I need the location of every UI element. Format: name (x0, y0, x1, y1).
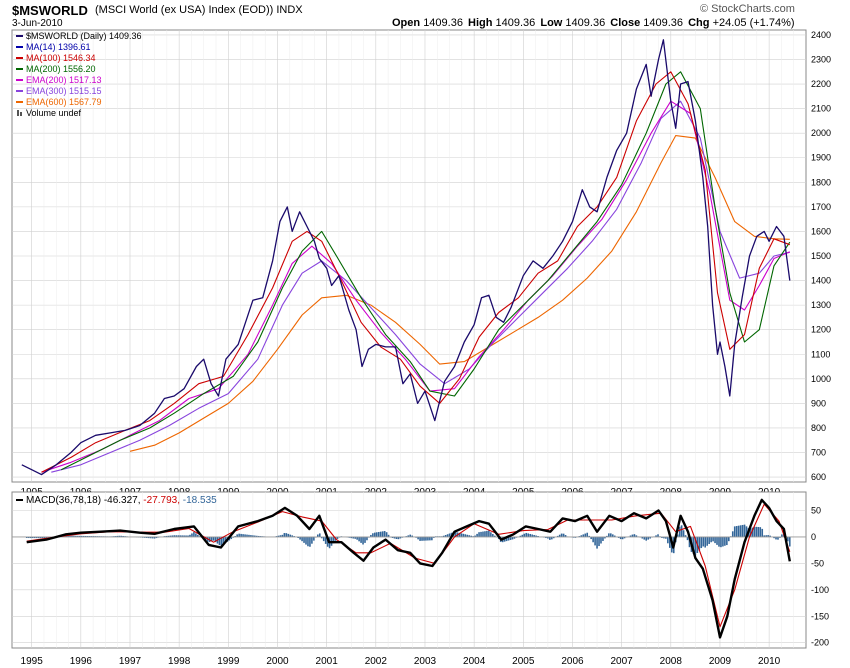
low-label: Low (540, 17, 563, 29)
legend-item-price: $MSWORLD (Daily) 1409.36 (26, 31, 142, 41)
legend-item-ema300: EMA(300) 1515.15 (26, 86, 102, 96)
y-tick-label: 50 (811, 506, 821, 516)
x-tick-label: 2001 (316, 656, 339, 667)
series-line-macd (26, 498, 791, 639)
volume-icon (17, 110, 19, 116)
y-tick-label: 1800 (811, 177, 831, 187)
ohlc-readout: Open 1409.36 High 1409.36 Low 1409.36 Cl… (392, 17, 797, 29)
y-tick-label: 0 (811, 532, 816, 542)
x-tick-label: 2000 (266, 656, 289, 667)
close-label: Close (610, 17, 641, 29)
series-line-ema200 (41, 100, 791, 473)
x-tick-label: 2003 (414, 656, 437, 667)
index-name: (MSCI World (ex USA) Index (EOD)) (95, 4, 274, 16)
y-tick-label: 1000 (811, 374, 831, 384)
y-tick-label: 1900 (811, 153, 831, 163)
chart-date: 3-Jun-2010 (12, 18, 63, 29)
y-tick-label: 800 (811, 423, 826, 433)
y-tick-label: 1600 (811, 226, 831, 236)
x-tick-label: 2009 (709, 656, 732, 667)
y-tick-label: 600 (811, 472, 826, 482)
y-tick-label: 900 (811, 398, 826, 408)
y-tick-label: -200 (811, 638, 829, 648)
y-tick-label: 1400 (811, 276, 831, 286)
high-value: 1409.36 (495, 17, 536, 29)
x-tick-label: 2004 (463, 656, 486, 667)
y-tick-label: 1700 (811, 202, 831, 212)
x-tick-label: 2008 (660, 656, 683, 667)
exchange-label: INDX (276, 4, 303, 16)
x-tick-label: 2006 (561, 656, 584, 667)
macd-panel: -200 -150 -100 -50 0 50 1995 1996 1997 1998 1999 20… (11, 491, 829, 667)
y-tick-label: 2400 (811, 30, 831, 40)
y-tick-label: 2000 (811, 128, 831, 138)
y-tick-label: -50 (811, 558, 824, 568)
y-tick-label: 700 (811, 448, 826, 458)
y-tick-label: 1300 (811, 300, 831, 310)
high-label: High (468, 17, 493, 29)
x-tick-label: 2002 (365, 656, 388, 667)
y-tick-label: 2200 (811, 79, 831, 89)
y-tick-label: -100 (811, 585, 829, 595)
x-tick-label: 2010 (758, 656, 781, 667)
macd-legend: MACD(36,78,18) -46.327, -27.793, -18.535 (16, 495, 217, 506)
x-tick-label: 1998 (168, 656, 191, 667)
series-line-ma200 (60, 71, 791, 471)
price-panel: 600 700 800 900 1000 1100 1200 1300 1400 1500 1600… (11, 29, 831, 498)
open-label: Open (392, 17, 421, 29)
x-tick-label: 1995 (21, 656, 44, 667)
x-tick-label: 1996 (70, 656, 93, 667)
x-tick-label: 1997 (119, 656, 142, 667)
chart-subtitle: (MSCI World (ex USA) Index (EOD)) INDX (95, 4, 303, 16)
x-tick-label: 1999 (217, 656, 240, 667)
legend-item-ma200: MA(200) 1556.20 (26, 64, 96, 74)
low-value: 1409.36 (565, 17, 606, 29)
stockcharts-logo[interactable]: © StockCharts.com (700, 3, 795, 15)
chart-symbol: $MSWORLD (12, 3, 88, 18)
x-tick-label: 2005 (512, 656, 535, 667)
legend-item-volume: Volume undef (26, 108, 82, 118)
y-tick-label: 2100 (811, 104, 831, 114)
open-value: 1409.36 (423, 17, 463, 29)
y-tick-label: -150 (811, 611, 829, 621)
legend-item-ema200: EMA(200) 1517.13 (26, 75, 102, 85)
y-tick-label: 1500 (811, 251, 831, 261)
legend-item-ema600: EMA(600) 1567.79 (26, 97, 102, 107)
close-value: 1409.36 (643, 17, 684, 29)
macd-legend-text: MACD(36,78,18) -46.327, -27.793, -18.535 (26, 495, 217, 506)
change-value: +24.05 (+1.74%) (712, 17, 795, 29)
legend-item-ma14: MA(14) 1396.61 (26, 42, 91, 52)
y-tick-label: 1100 (811, 349, 830, 359)
x-tick-label: 2007 (611, 656, 634, 667)
macd-panel-frame (11, 491, 807, 649)
series-line-price (21, 39, 791, 476)
change-label: Chg (688, 17, 710, 29)
y-tick-label: 1200 (811, 325, 831, 335)
y-tick-label: 2300 (811, 54, 831, 64)
volume-icon (20, 112, 22, 116)
legend-item-ma100: MA(100) 1546.34 (26, 53, 96, 63)
